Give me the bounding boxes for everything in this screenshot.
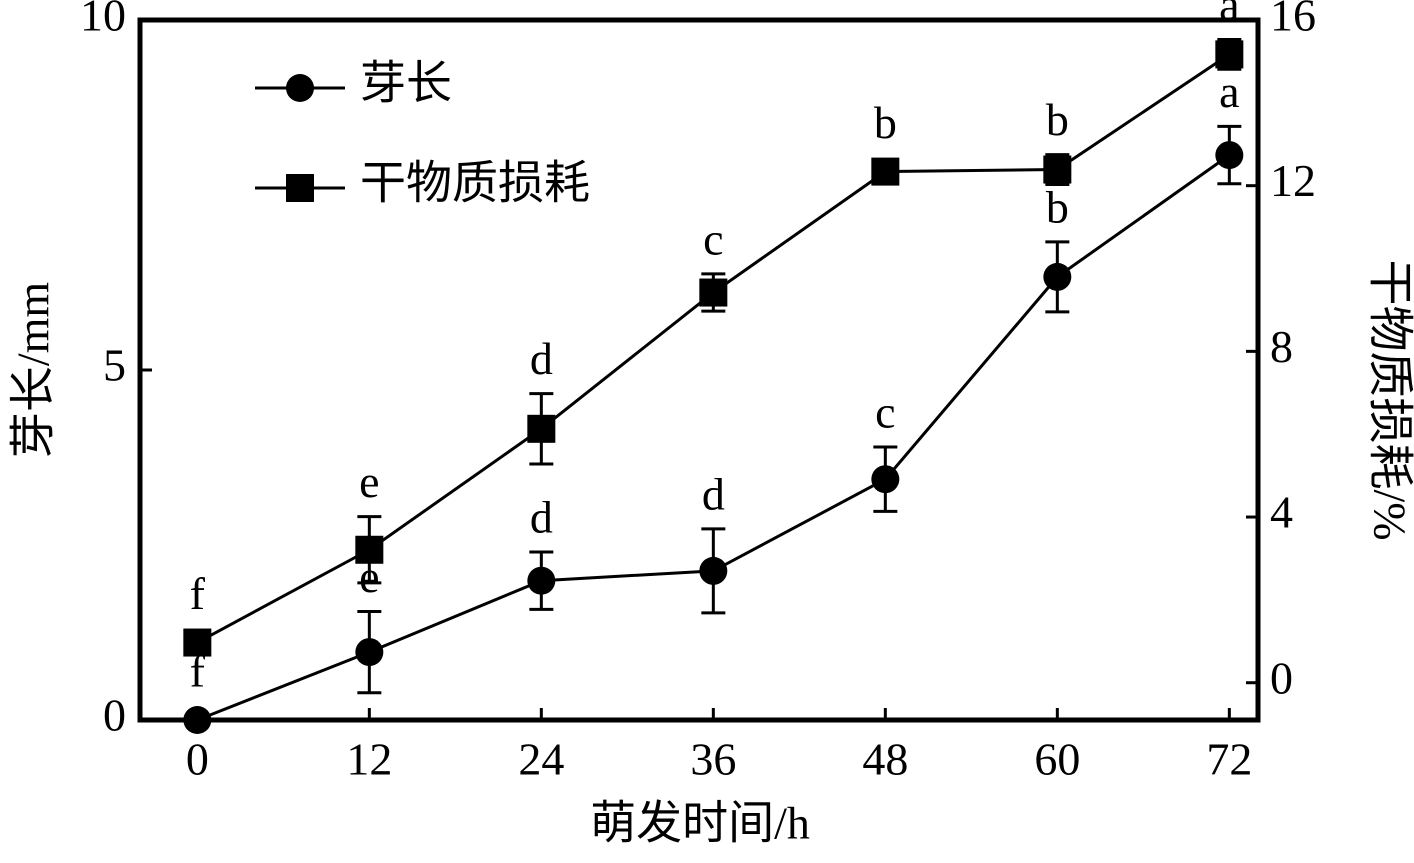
significance-letter: c bbox=[875, 387, 895, 438]
marker bbox=[183, 628, 212, 657]
x-axis-label: 萌发时间/h bbox=[590, 798, 810, 849]
y2-tick-label: 4 bbox=[1270, 487, 1293, 538]
significance-letter: a bbox=[1219, 66, 1239, 117]
x-tick-label: 72 bbox=[1206, 734, 1252, 785]
y2-axis-label: 干物质损耗/% bbox=[1364, 259, 1414, 540]
marker bbox=[1215, 141, 1244, 170]
significance-letter: b bbox=[874, 97, 897, 148]
marker bbox=[699, 556, 728, 585]
y2-tick-label: 12 bbox=[1270, 155, 1316, 206]
significance-letter: b bbox=[1046, 181, 1069, 232]
marker bbox=[527, 566, 556, 595]
legend-marker bbox=[286, 74, 314, 102]
marker bbox=[527, 414, 556, 443]
y-tick-label: 10 bbox=[80, 0, 126, 41]
legend-label: 芽长 bbox=[360, 58, 452, 109]
marker bbox=[871, 465, 900, 494]
significance-letter: d bbox=[530, 333, 553, 384]
significance-letter: a bbox=[1219, 0, 1239, 30]
marker bbox=[183, 706, 212, 734]
significance-letter: d bbox=[530, 492, 553, 543]
legend-label: 干物质损耗 bbox=[360, 158, 590, 209]
marker bbox=[699, 278, 728, 307]
marker bbox=[355, 535, 384, 564]
significance-letter: f bbox=[190, 568, 206, 619]
y2-tick-label: 8 bbox=[1270, 321, 1293, 372]
x-tick-label: 0 bbox=[186, 734, 209, 785]
x-tick-label: 36 bbox=[690, 734, 736, 785]
significance-letter: b bbox=[1046, 94, 1069, 145]
y-tick-label: 0 bbox=[103, 690, 126, 741]
plot-frame bbox=[137, 17, 1261, 723]
marker bbox=[1043, 262, 1072, 291]
marker bbox=[355, 638, 384, 667]
marker bbox=[1043, 155, 1072, 184]
significance-letter: f bbox=[190, 646, 206, 697]
marker bbox=[871, 157, 900, 186]
significance-letter: c bbox=[703, 213, 723, 264]
y2-tick-label: 16 bbox=[1270, 0, 1316, 41]
y2-tick-label: 0 bbox=[1270, 652, 1293, 703]
significance-letter: d bbox=[702, 468, 725, 519]
y-axis-label: 芽长/mm bbox=[8, 282, 59, 459]
x-tick-label: 60 bbox=[1034, 734, 1080, 785]
y-tick-label: 5 bbox=[103, 340, 126, 391]
marker bbox=[1215, 40, 1244, 69]
significance-letter: e bbox=[359, 456, 379, 507]
x-tick-label: 24 bbox=[518, 734, 564, 785]
x-tick-label: 12 bbox=[346, 734, 392, 785]
x-tick-label: 48 bbox=[862, 734, 908, 785]
legend-marker bbox=[286, 174, 314, 202]
